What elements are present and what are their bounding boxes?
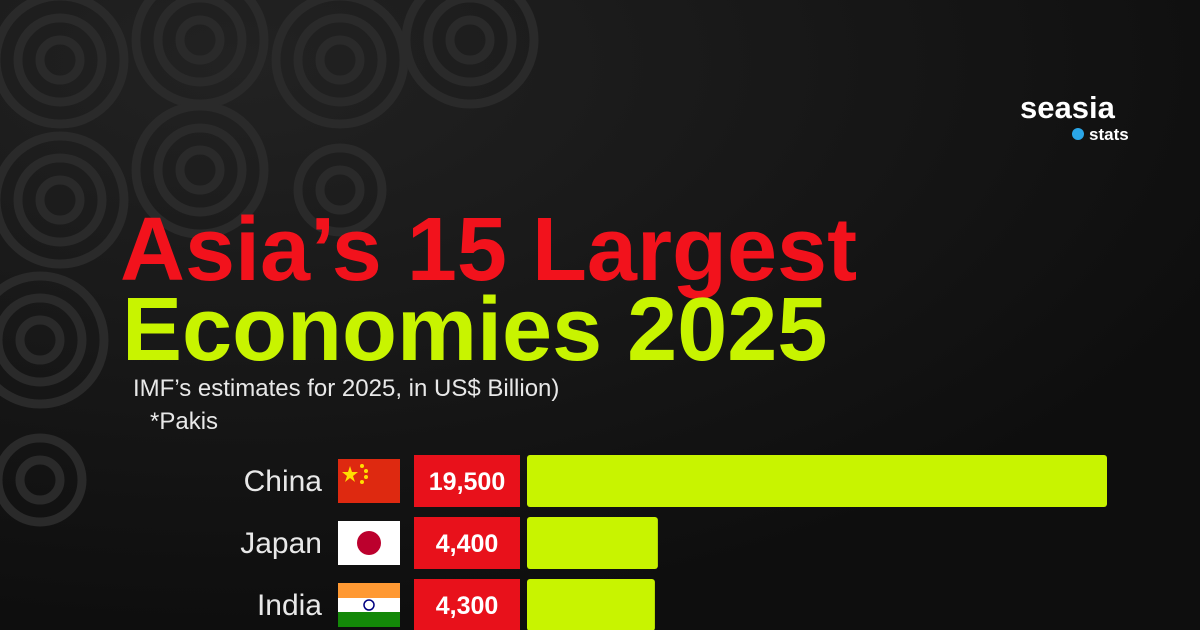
- flag-star: [342, 466, 358, 482]
- brand-tag: stats: [1089, 125, 1129, 144]
- value-label: 19,500: [429, 468, 505, 496]
- value-label: 4,400: [436, 530, 499, 558]
- flag: [338, 583, 400, 627]
- flag-star: [364, 469, 368, 473]
- value-label: 4,300: [436, 592, 499, 620]
- chart-title: Economies 2025: [122, 280, 827, 380]
- flag-wheel: [363, 599, 375, 611]
- flag: [338, 459, 400, 503]
- category-label: China: [244, 465, 323, 498]
- value-box: [414, 455, 520, 507]
- category-label: India: [257, 589, 322, 622]
- flag-star: [364, 475, 368, 479]
- flag-field: [338, 583, 400, 598]
- category-label: Japan: [240, 527, 322, 560]
- flag-field: [338, 612, 400, 627]
- chart-title: Asia’s 15 Largest: [120, 200, 857, 300]
- value-box: [414, 579, 520, 630]
- bar: [527, 579, 655, 630]
- background-pattern: [0, 0, 539, 527]
- flag-field: [338, 459, 400, 503]
- brand-name: seasia: [1020, 90, 1116, 125]
- flag-star: [360, 480, 364, 484]
- flag: [338, 521, 400, 565]
- chart-note: *Pakis: [150, 408, 218, 435]
- chart-subtitle: IMF’s estimates for 2025, in US$ Billion…: [133, 375, 559, 402]
- flag-disc: [357, 531, 381, 555]
- bar: [527, 455, 1107, 507]
- flag-field: [338, 598, 400, 612]
- brand-icon: [1072, 128, 1084, 140]
- flag-star: [360, 464, 364, 468]
- bar: [527, 517, 658, 569]
- value-box: [414, 517, 520, 569]
